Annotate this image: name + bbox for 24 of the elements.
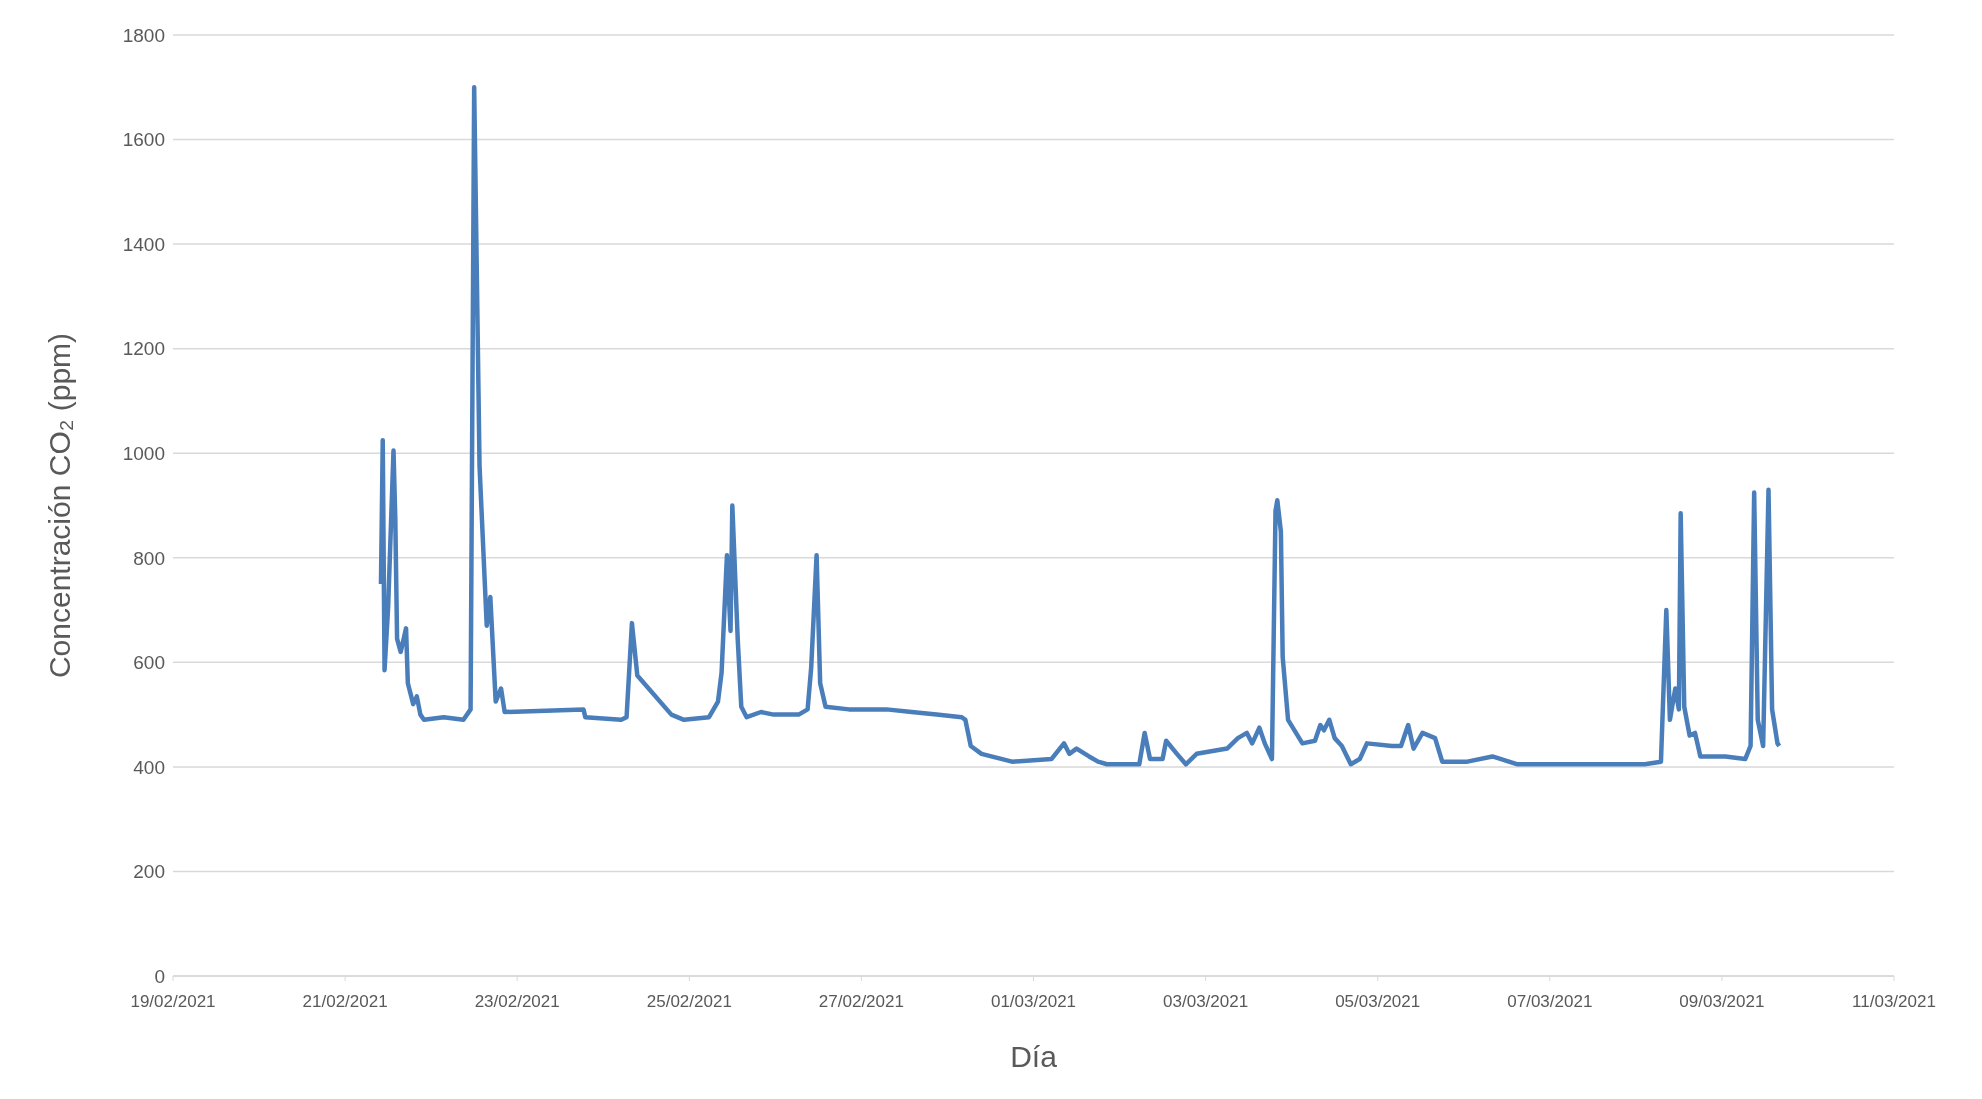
x-tick-label: 23/02/2021 [474, 992, 560, 1012]
x-tick-label: 19/02/2021 [130, 992, 216, 1012]
y-tick-label: 600 [133, 652, 165, 674]
x-axis-title: Día [1010, 1040, 1058, 1074]
y-tick-label: 0 [154, 965, 165, 987]
x-tick-label: 05/03/2021 [1335, 992, 1421, 1012]
x-tick-label: 07/03/2021 [1507, 992, 1593, 1012]
y-tick-label: 800 [133, 547, 165, 569]
y-tick-label: 1200 [122, 338, 165, 360]
y-tick-label: 1800 [122, 24, 165, 46]
x-tick-label: 01/03/2021 [990, 992, 1077, 1012]
y-tick-label: 200 [133, 861, 165, 883]
x-tick-label: 11/03/2021 [1852, 992, 1936, 1012]
x-tick-label: 21/02/2021 [302, 992, 388, 1012]
y-tick-label: 1000 [122, 442, 165, 464]
y-tick-label: 1600 [122, 129, 165, 151]
x-tick-label: 03/03/2021 [1163, 992, 1249, 1012]
y-tick-label: 1400 [122, 233, 165, 255]
x-tick-label: 25/02/2021 [646, 992, 732, 1012]
y-axis-title: Concentración CO₂ (ppm) [43, 332, 76, 679]
x-tick-label: 27/02/2021 [818, 992, 904, 1012]
line-series [378, 85, 1782, 767]
x-tick-label: 09/03/2021 [1679, 992, 1765, 1012]
y-tick-label: 400 [133, 756, 165, 778]
